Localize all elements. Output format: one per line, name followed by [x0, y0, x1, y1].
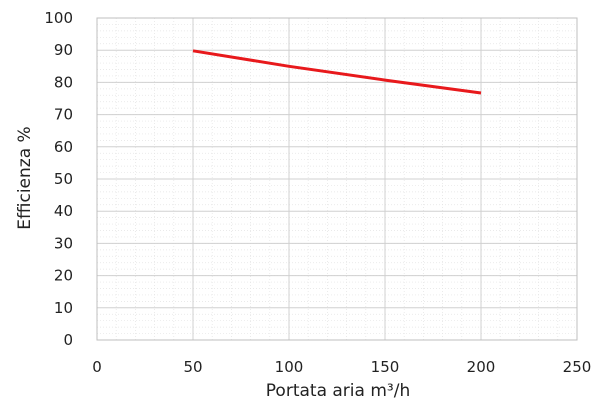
- x-tick-label: 150: [371, 358, 400, 376]
- y-tick-label: 90: [54, 41, 73, 59]
- y-tick-label: 80: [54, 73, 73, 91]
- x-tick-label: 200: [467, 358, 496, 376]
- x-tick-label: 250: [563, 358, 592, 376]
- y-tick-label: 70: [54, 106, 73, 124]
- x-tick-label: 0: [92, 358, 102, 376]
- x-axis-tick-labels: 0 50 100 150 200 250: [92, 358, 591, 376]
- y-tick-label: 20: [54, 267, 73, 285]
- y-tick-label: 100: [44, 9, 73, 27]
- plot-area-frame: [96, 17, 578, 341]
- y-tick-label: 0: [63, 331, 73, 349]
- y-tick-label: 30: [54, 234, 73, 252]
- series-layer: [192, 49, 482, 95]
- y-tick-label: 60: [54, 138, 73, 156]
- y-axis-title: Efficienza %: [15, 126, 35, 229]
- major-grid: [96, 17, 578, 341]
- y-tick-label: 40: [54, 202, 73, 220]
- y-axis-tick-labels: 0 10 20 30 40 50 60 70 80 90 100: [44, 9, 73, 349]
- x-axis-title: Portata aria m³/h: [266, 381, 410, 401]
- y-tick-label: 50: [54, 170, 73, 188]
- efficiency-line: [192, 49, 482, 95]
- x-tick-label: 100: [275, 358, 304, 376]
- x-tick-label: 50: [183, 358, 202, 376]
- y-tick-label: 10: [54, 299, 73, 317]
